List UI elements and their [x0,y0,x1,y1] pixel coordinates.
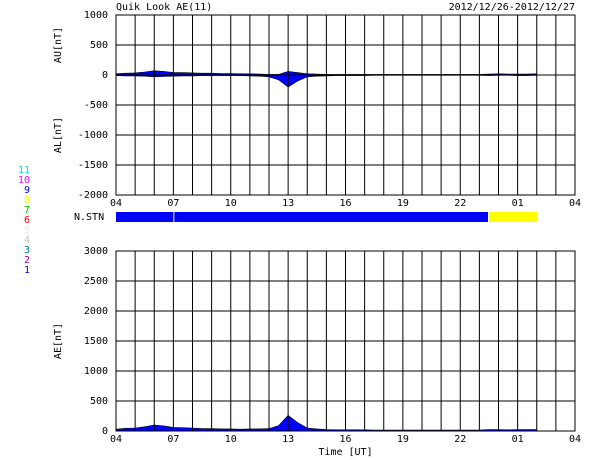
y-tick-label: 1000 [84,366,108,377]
station-segment [116,212,174,222]
y-tick-label: 2500 [84,276,108,287]
station-segment [488,212,538,222]
y-tick-label: 2000 [84,306,108,317]
y-tick-label: -1500 [78,160,108,171]
legend-label: 8 [24,195,30,206]
station-segment [174,212,488,222]
x-tick-label: 07 [167,434,179,445]
legend-label: 6 [24,215,30,226]
legend-label: 1 [24,265,30,276]
y-tick-label: -2000 [78,190,108,201]
x-tick-label: 10 [225,434,237,445]
y-tick-label: 500 [90,40,108,51]
x-tick-label: 04 [110,434,122,445]
x-tick-label: 04 [110,198,122,209]
legend-label: 7 [24,205,30,216]
legend-label: 3 [24,245,30,256]
data-area [115,70,538,76]
y-axis-label: AL[nT] [53,117,64,153]
chart-subtitle: 2012/12/26-2012/12/27 [449,2,575,13]
x-tick-label: 13 [282,434,294,445]
legend-label: 9 [24,185,30,196]
legend-label: 11 [18,165,30,176]
y-tick-label: 3000 [84,246,108,257]
y-tick-label: 0 [102,426,108,437]
y-axis-label: AU[nT] [53,27,64,63]
y-tick-label: -500 [84,100,108,111]
x-tick-label: 16 [339,434,351,445]
plot-frame [115,14,576,196]
y-axis-label: AE[nT] [53,323,64,359]
x-tick-label: 07 [167,198,179,209]
x-tick-label: 19 [397,434,409,445]
x-axis-label: Time [UT] [318,447,372,458]
x-tick-label: 22 [454,434,466,445]
x-tick-label: 04 [569,198,581,209]
x-tick-label: 19 [397,198,409,209]
x-tick-label: 13 [282,198,294,209]
timeline-label: N.STN [74,212,104,223]
data-area [115,414,538,432]
plot-frame [115,250,576,432]
x-tick-label: 22 [454,198,466,209]
y-tick-label: 1000 [84,10,108,21]
y-tick-label: 500 [90,396,108,407]
x-tick-label: 01 [512,198,524,209]
y-tick-label: 0 [102,70,108,81]
y-tick-label: 1500 [84,336,108,347]
x-tick-label: 04 [569,434,581,445]
x-tick-label: 10 [225,198,237,209]
x-tick-label: 01 [512,434,524,445]
legend-label: 2 [24,255,30,266]
legend-label: 10 [18,175,30,186]
chart-title: Quik Look AE(11) [116,2,212,13]
y-tick-label: -1000 [78,130,108,141]
x-tick-label: 16 [339,198,351,209]
legend-label: 5 [24,225,30,236]
legend-label: 4 [24,235,30,246]
